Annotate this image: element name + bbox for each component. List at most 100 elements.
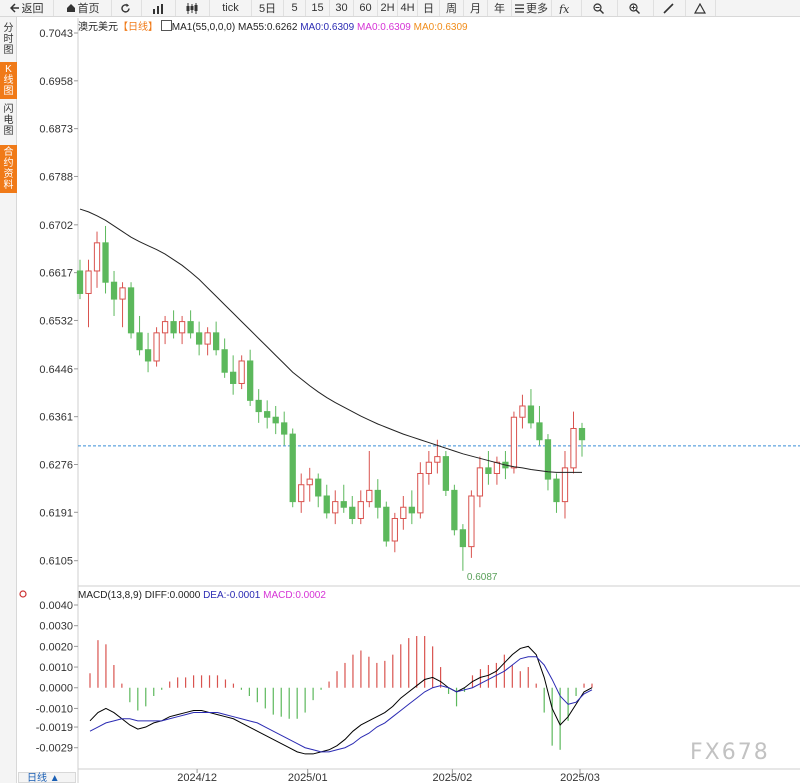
- ma0-value-2: MA0:0.6309: [356, 22, 411, 33]
- candle-body-56: [553, 478, 560, 503]
- candle-body-54: [536, 422, 543, 441]
- macd-tick-label-3: 0.0010: [39, 662, 73, 674]
- more-button[interactable]: 更多: [512, 0, 552, 16]
- sidebar-item-3[interactable]: 合约资料: [0, 145, 17, 193]
- dea-value: DEA:-0.0001: [203, 590, 261, 601]
- candle-body-38: [400, 506, 407, 519]
- period-label[interactable]: 【日线】: [118, 22, 158, 33]
- candle-body-33: [357, 501, 364, 519]
- period-6-button[interactable]: 4H: [398, 0, 418, 16]
- watermark: FX678: [690, 740, 770, 765]
- period-1-button-label: 5: [291, 2, 298, 14]
- home-button[interactable]: 首页: [54, 0, 112, 16]
- candle-body-19: [238, 360, 245, 384]
- tick-button[interactable]: tick: [210, 0, 252, 16]
- candle-body-6: [127, 287, 135, 334]
- ma-params: MA1(55,0,0,0): [171, 22, 236, 33]
- candle-body-46: [468, 495, 475, 548]
- period-4-button[interactable]: 60: [354, 0, 378, 16]
- candle-body-3: [102, 242, 109, 283]
- bottom-period-tab[interactable]: 日线 ▲: [18, 772, 76, 784]
- period-3-button-label: 30: [335, 2, 348, 14]
- function-button[interactable]: fx: [552, 0, 582, 16]
- symbol-name: 澳元美元: [78, 22, 118, 33]
- candle-body-12: [178, 321, 186, 334]
- back-button[interactable]: 返回: [0, 0, 54, 16]
- macd-tick-label-5: -0.0010: [36, 703, 73, 715]
- candle-body-24: [281, 422, 288, 435]
- toolbar: 返回 首页 tick 5日 5 15 30 60 2H 4H 日周 月 年 更多 fx: [0, 0, 800, 17]
- candle-body-29: [323, 495, 330, 514]
- price-tick-label-5: 0.6617: [39, 268, 73, 280]
- period-3-button[interactable]: 30: [330, 0, 354, 16]
- price-tick-label-6: 0.6532: [39, 315, 73, 327]
- macd-legend: MACD(13,8,9) DIFF:0.0000 DEA:-0.0001 MAC…: [78, 590, 326, 601]
- candle-body-43: [442, 456, 450, 491]
- candle-body-34: [366, 489, 373, 503]
- zoom-out-button[interactable]: [582, 0, 618, 16]
- candle-body-52: [519, 405, 526, 418]
- candle-body-30: [332, 501, 339, 514]
- sidebar-item-0[interactable]: 分时图: [3, 23, 14, 56]
- period-10-button[interactable]: 年: [488, 0, 512, 16]
- candlestick-button[interactable]: [176, 0, 210, 16]
- x-tick-label-2: 2025/02: [432, 772, 472, 783]
- candle-body-8: [144, 349, 152, 362]
- price-tick-label-1: 0.6958: [39, 76, 73, 88]
- macd-value: MACD:0.0002: [263, 590, 326, 601]
- candle-body-20: [247, 360, 254, 401]
- x-tick-label-3: 2025/03: [560, 772, 600, 783]
- bar-chart-icon: [152, 3, 164, 14]
- low-price-annotation: 0.6087: [467, 572, 498, 583]
- period-4-button-label: 60: [359, 2, 372, 14]
- sidebar-item-2[interactable]: 闪电图: [3, 104, 14, 137]
- draw-button[interactable]: [654, 0, 686, 16]
- period-9-button-label: 月: [470, 3, 481, 15]
- macd-tick-label-1: 0.0030: [39, 621, 73, 633]
- macd-tick-label-0: 0.0040: [39, 600, 73, 612]
- bar-chart-button[interactable]: [142, 0, 176, 16]
- home-button-label: 首页: [77, 3, 100, 15]
- candle-body-16: [212, 332, 220, 351]
- candle-body-47: [476, 467, 484, 497]
- candle-body-11: [170, 321, 177, 334]
- draw-pen-icon: [663, 2, 674, 14]
- period-1-button[interactable]: 5: [284, 0, 306, 16]
- period-0-button[interactable]: 5日: [252, 0, 284, 16]
- period-7-button[interactable]: 日: [418, 0, 440, 16]
- warning-button[interactable]: [686, 0, 716, 16]
- refresh-button[interactable]: [112, 0, 142, 16]
- x-tick-label-0: 2024/12: [177, 772, 217, 783]
- zoom-in-button[interactable]: [618, 0, 654, 16]
- home-icon: [66, 3, 76, 13]
- candle-body-51: [510, 416, 518, 469]
- candle-body-57: [561, 467, 569, 503]
- candle-body-9: [153, 332, 160, 362]
- candle-body-36: [383, 506, 390, 542]
- period-2-button-label: 15: [311, 2, 324, 14]
- candle-body-39: [408, 506, 415, 514]
- period-8-button[interactable]: 周: [440, 0, 464, 16]
- candle-body-59: [578, 427, 586, 441]
- period-2-button[interactable]: 15: [306, 0, 330, 16]
- candle-body-10: [161, 321, 169, 334]
- candle-body-44: [451, 489, 458, 531]
- period-7-button-label: 日: [423, 3, 434, 15]
- price-tick-label-3: 0.6788: [39, 171, 73, 183]
- period-5-button[interactable]: 2H: [378, 0, 398, 16]
- candle-body-26: [298, 484, 305, 503]
- zoom-in-icon: [629, 2, 640, 14]
- price-tick-label-0: 0.7043: [39, 28, 73, 40]
- indicator-icon[interactable]: [160, 20, 172, 31]
- candle-body-31: [340, 501, 347, 508]
- period-9-button[interactable]: 月: [464, 0, 488, 16]
- dea-line: [89, 656, 593, 753]
- period-10-button-label: 年: [494, 3, 505, 15]
- warning-icon: [693, 2, 706, 14]
- candle-body-53: [527, 405, 535, 424]
- function-icon: fx: [559, 3, 573, 14]
- candle-body-21: [255, 399, 262, 413]
